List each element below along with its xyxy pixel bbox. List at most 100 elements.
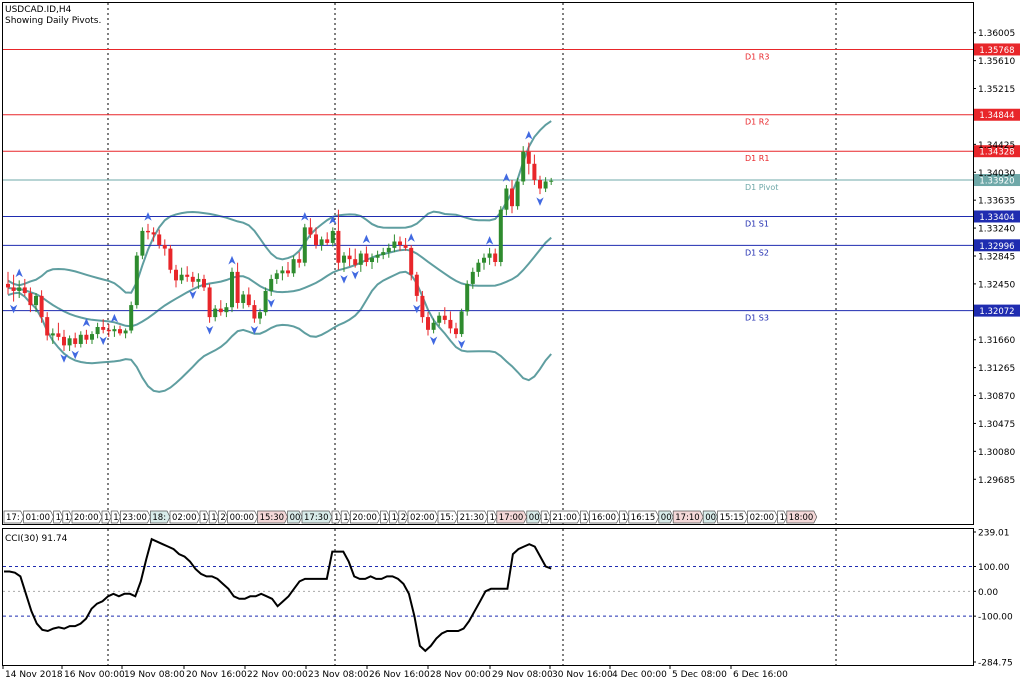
cci-panel-frame bbox=[2, 528, 974, 666]
candle-body bbox=[454, 328, 458, 335]
candle-body bbox=[549, 180, 554, 182]
candle-body bbox=[112, 329, 117, 332]
candle-body bbox=[286, 270, 290, 274]
candle-body bbox=[487, 253, 492, 258]
candle-body bbox=[325, 239, 330, 243]
session-chip: 1 bbox=[110, 510, 121, 524]
candle-body bbox=[336, 230, 341, 263]
session-chip-box bbox=[62, 510, 73, 524]
cci-tick-label: 239.01 bbox=[978, 529, 1010, 539]
session-chip-box bbox=[53, 510, 64, 524]
session-chip-label: 17:10 bbox=[675, 513, 700, 523]
cci-title: CCI(30) 91.74 bbox=[5, 534, 68, 544]
candle-body bbox=[476, 262, 481, 272]
session-chip: 1 bbox=[208, 510, 219, 524]
candle-body bbox=[218, 308, 223, 313]
session-chip: 1 bbox=[331, 510, 342, 524]
candle-body bbox=[375, 254, 380, 258]
session-chip-box bbox=[580, 510, 590, 524]
fractal-down-icon bbox=[457, 340, 466, 349]
session-chip: 18:00 bbox=[786, 510, 818, 524]
time-tick-label: 14 Nov 2018 bbox=[5, 670, 63, 680]
price-tick-label: 1.31265 bbox=[978, 364, 1015, 374]
candle-body bbox=[308, 227, 313, 235]
cci-tick-label: 100.00 bbox=[978, 563, 1010, 573]
session-chip-box bbox=[398, 510, 409, 524]
session-chip: 00:00 bbox=[227, 510, 258, 524]
candle-body bbox=[224, 307, 229, 313]
session-chip-label: 1 bbox=[780, 513, 785, 523]
session-chip-label: 01:00 bbox=[26, 513, 50, 523]
pivot-level-label: D1 Pivot bbox=[745, 183, 778, 192]
pivot-note: Showing Daily Pivots. bbox=[5, 16, 101, 26]
price-tick-label: 1.30080 bbox=[978, 448, 1015, 458]
time-tick-label: 20 Nov 16:00 bbox=[186, 670, 247, 680]
price-tick-label: 1.32450 bbox=[978, 280, 1015, 290]
fractal-down-icon bbox=[413, 304, 421, 314]
session-chip-label: 15:30 bbox=[260, 513, 285, 523]
session-chip-label: 1 bbox=[622, 513, 627, 523]
price-tick-label: 1.33240 bbox=[978, 225, 1015, 235]
session-chip-box bbox=[540, 510, 551, 524]
session-chip-label: 1 bbox=[543, 513, 548, 523]
fractal-up-icon bbox=[301, 212, 309, 221]
session-chip-label: 1 bbox=[65, 513, 70, 523]
fractal-down-icon bbox=[351, 270, 359, 280]
session-chip: 02:00 bbox=[169, 510, 201, 524]
candle-body bbox=[56, 333, 61, 337]
session-chip: 17:30 bbox=[301, 510, 333, 524]
session-chip-label: 00 bbox=[529, 513, 540, 523]
candle-body bbox=[207, 287, 212, 318]
price-tick-label: 1.35215 bbox=[978, 85, 1015, 95]
session-chip-label: 00 bbox=[290, 513, 301, 523]
time-tick-label: 5 Dec 08:00 bbox=[672, 670, 727, 680]
candle-body bbox=[134, 255, 139, 306]
session-chip-box bbox=[287, 510, 303, 524]
session-chip-box bbox=[702, 510, 718, 524]
session-chip-label: 1 bbox=[582, 513, 587, 523]
fractal-down-icon bbox=[205, 325, 214, 335]
session-chip-label: 02:00 bbox=[172, 513, 197, 523]
candle-body bbox=[510, 188, 514, 207]
candle-body bbox=[280, 270, 285, 274]
candle-body bbox=[364, 253, 369, 262]
candle-body bbox=[302, 227, 307, 263]
candle-body bbox=[17, 287, 22, 291]
session-chip: 21:30 bbox=[457, 510, 488, 524]
fractal-down-icon bbox=[536, 197, 544, 206]
session-chip: 17:10 bbox=[672, 510, 704, 524]
candle-body bbox=[538, 180, 542, 189]
candle-body bbox=[521, 151, 526, 182]
session-chip-label: 1 bbox=[202, 513, 207, 523]
pivot-level-label: D1 S3 bbox=[745, 314, 769, 323]
session-chip-box bbox=[526, 510, 542, 524]
candle-body bbox=[235, 271, 240, 303]
candle-body bbox=[291, 259, 296, 274]
session-chip-label: 15:15 bbox=[720, 513, 745, 523]
time-tick-label: 30 Nov 16:00 bbox=[552, 670, 613, 680]
session-chip-box bbox=[437, 510, 458, 524]
candle-body bbox=[67, 338, 72, 346]
candle-body bbox=[263, 290, 268, 313]
session-chip: 1 bbox=[580, 510, 590, 524]
fractal-down-icon bbox=[250, 325, 259, 335]
session-chip-label: 1 bbox=[392, 513, 397, 523]
session-chip: 1 bbox=[199, 510, 210, 524]
session-chip-box bbox=[257, 510, 288, 524]
time-tick-label: 19 Nov 08:00 bbox=[124, 670, 185, 680]
fractal-down-icon bbox=[340, 275, 348, 284]
candle-body bbox=[140, 230, 145, 256]
candle-body bbox=[50, 333, 55, 336]
candle-body bbox=[532, 163, 537, 181]
candle-body bbox=[190, 276, 195, 282]
candle-body bbox=[185, 274, 190, 277]
session-chip-label: 21:30 bbox=[460, 513, 485, 523]
price-tag-label: 1.35768 bbox=[979, 46, 1014, 56]
price-tag bbox=[974, 43, 1020, 56]
session-chip: 20:00 bbox=[350, 510, 381, 524]
candle-body bbox=[90, 334, 94, 340]
bollinger-middle bbox=[7, 236, 552, 328]
candle-body bbox=[515, 181, 520, 207]
